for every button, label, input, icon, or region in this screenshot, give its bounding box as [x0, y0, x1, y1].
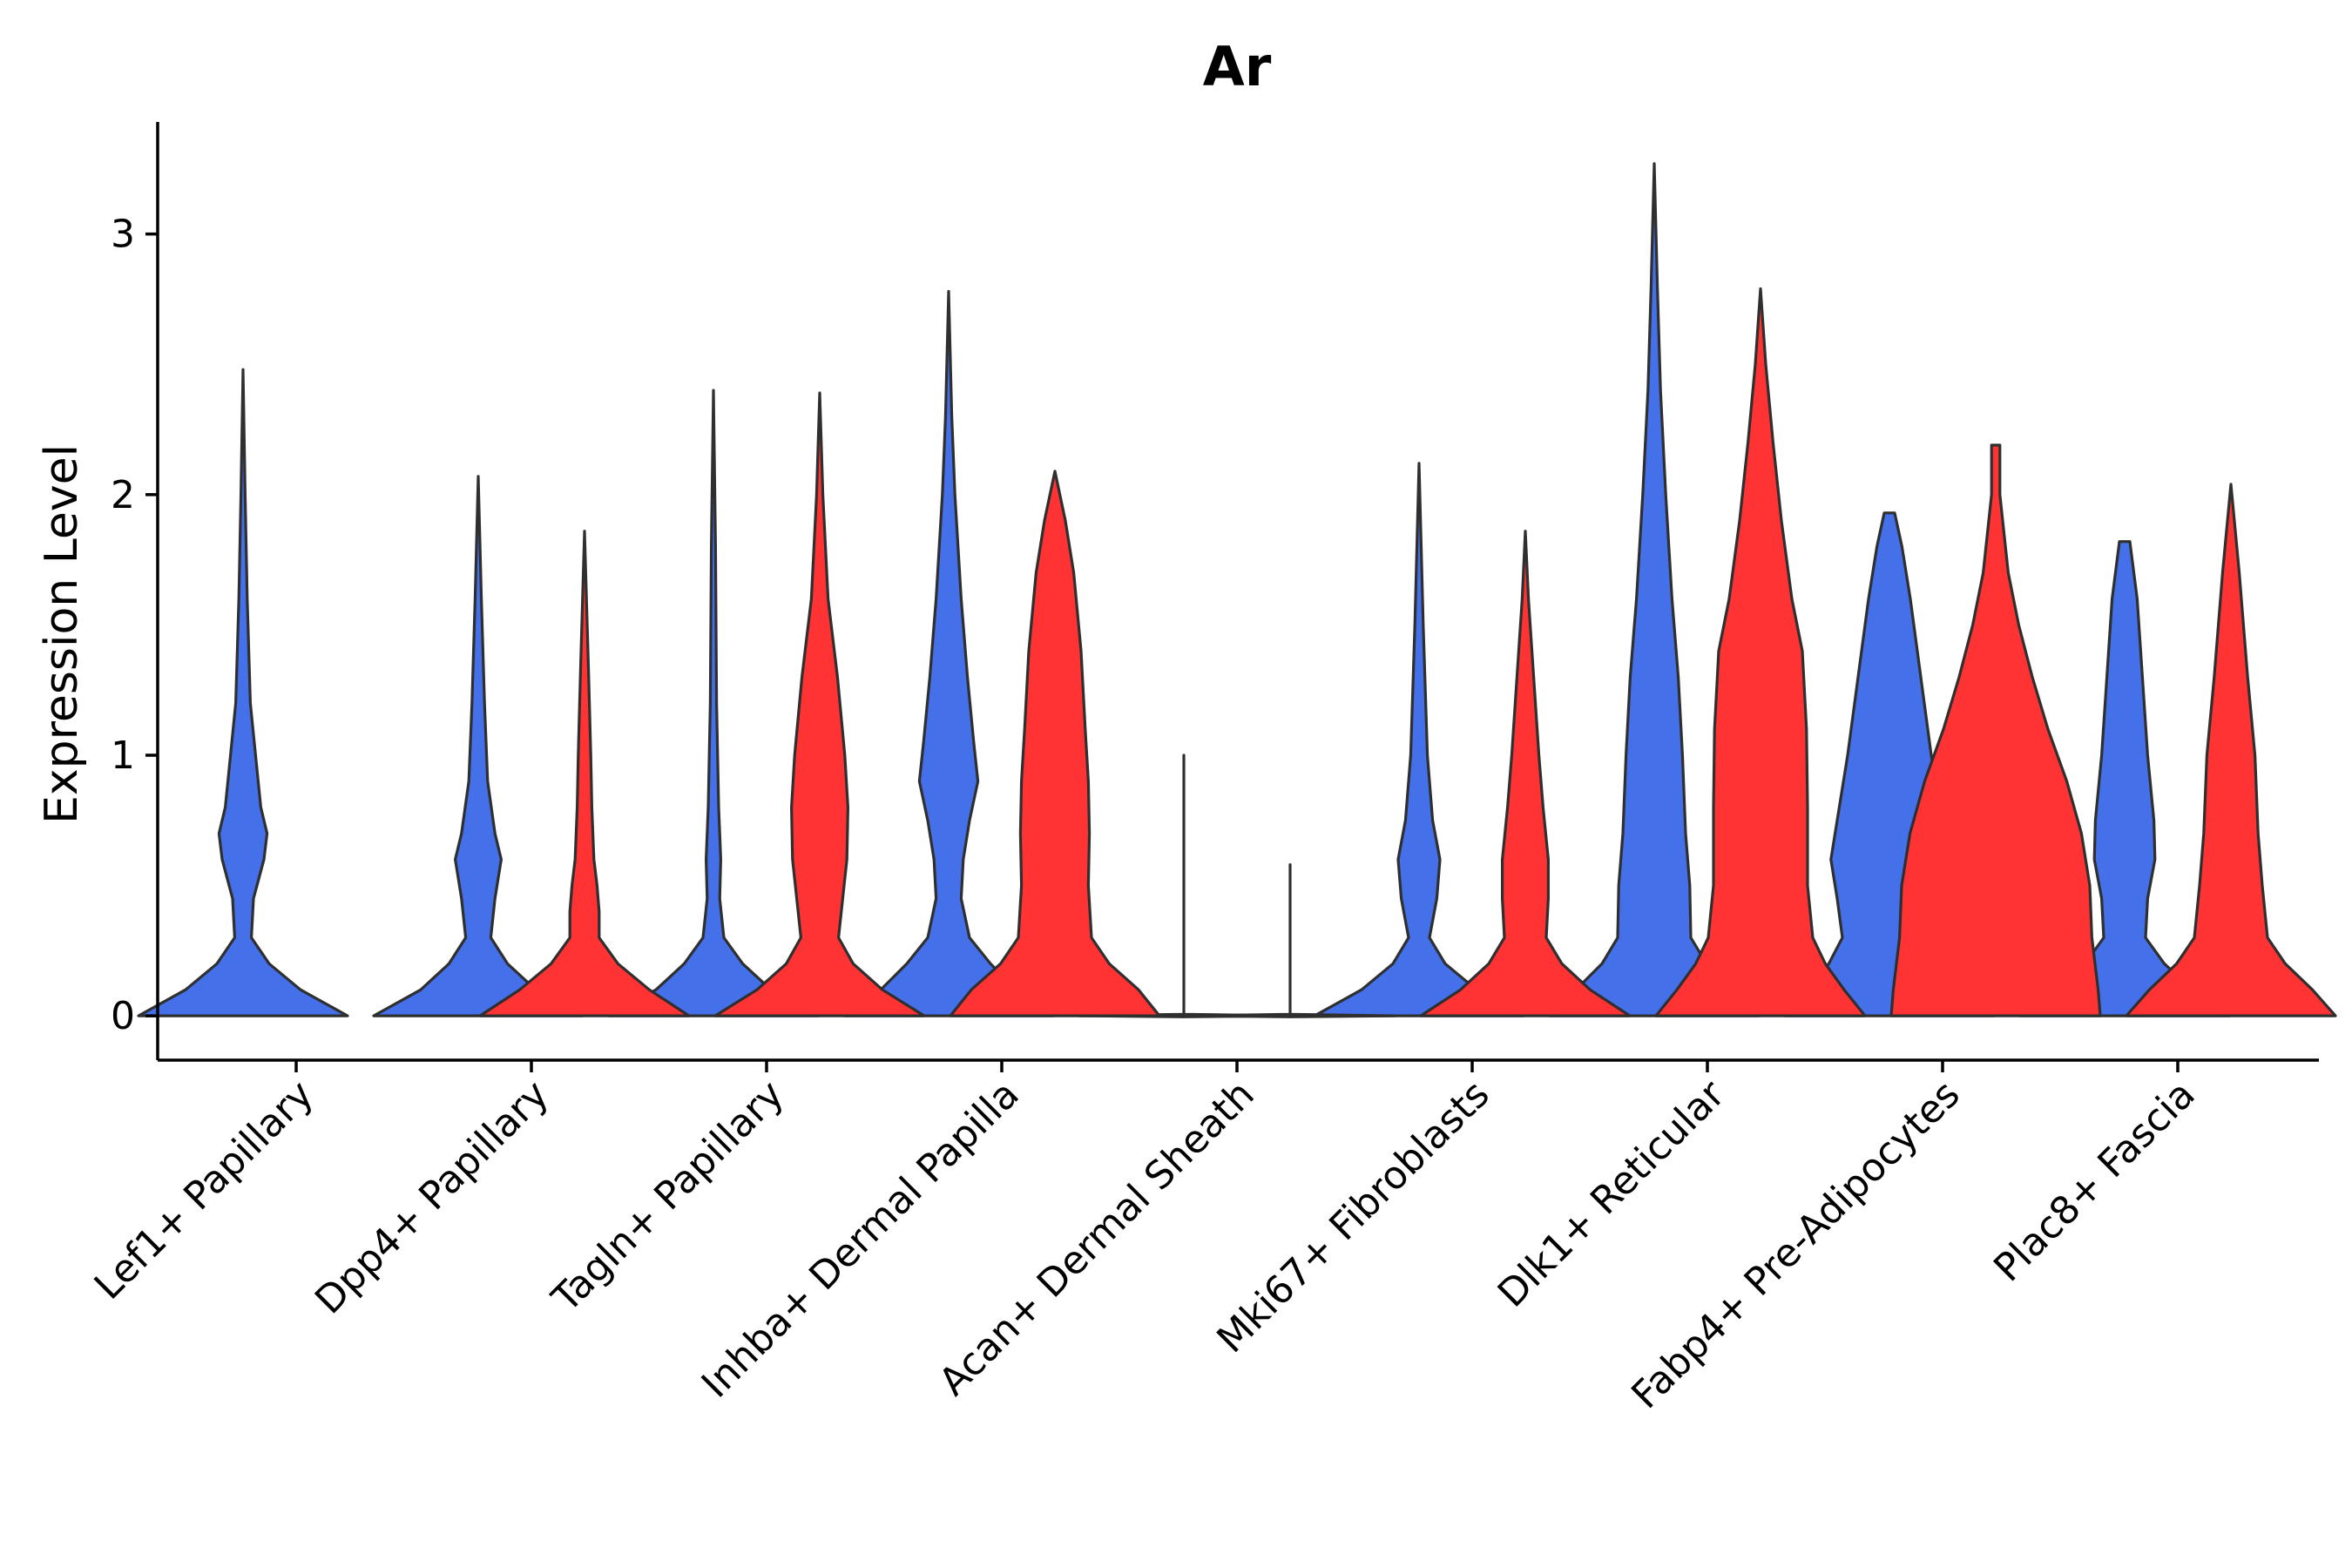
- violin-plac8-fascia-group-a: [2018, 540, 2231, 1017]
- violin-inhba-dermal-papilla-group-b: [949, 470, 1161, 1017]
- violin-tagln-papillary-group-a: [607, 389, 820, 1017]
- violin-mki67-fibroblasts-group-a: [1313, 462, 1525, 1017]
- x-tick-label-lef1-papillary: Lef1+ Papillary: [86, 1072, 322, 1308]
- violin-dlk1-reticular-group-b: [1654, 287, 1867, 1017]
- x-tick-label-plac8-fascia: Plac8+ Fascia: [1985, 1072, 2204, 1291]
- chart-title: Ar: [1203, 35, 1272, 98]
- violin-plac8-fascia-group-b: [2125, 483, 2337, 1017]
- violin-tagln-papillary-group-b: [713, 391, 926, 1017]
- violin-fabp4-pre-adipocytes-group-b: [1889, 443, 2102, 1017]
- x-tick-label-tagln-papillary: Tagln+ Papillary: [544, 1072, 793, 1321]
- violin-dpp4-papillary-group-b: [478, 530, 691, 1017]
- violin-layer: [137, 162, 2337, 1018]
- violin-inhba-dermal-papilla-group-a: [842, 289, 1055, 1017]
- x-tick-label-mki67-fibroblasts: Mki67+ Fibroblasts: [1208, 1072, 1497, 1362]
- y-tick-label: 2: [111, 473, 135, 517]
- y-axis-label: Expression Level: [36, 444, 88, 824]
- x-tick-label-dlk1-reticular: Dlk1+ Reticular: [1490, 1071, 1734, 1316]
- y-tick-label: 1: [111, 733, 135, 778]
- y-tick-label: 0: [111, 994, 135, 1038]
- violin-lef1-papillary-group-a: [137, 368, 349, 1017]
- violin-mki67-fibroblasts-group-b: [1419, 530, 1632, 1017]
- x-tick-label-dpp4-papillary: Dpp4+ Papillary: [307, 1072, 558, 1323]
- violin-dlk1-reticular-group-a: [1548, 162, 1761, 1017]
- violin-acan-dermal-sheath-group-b: [1184, 863, 1396, 1018]
- violin-dpp4-papillary-group-a: [372, 475, 585, 1017]
- y-tick-label: 3: [111, 213, 135, 257]
